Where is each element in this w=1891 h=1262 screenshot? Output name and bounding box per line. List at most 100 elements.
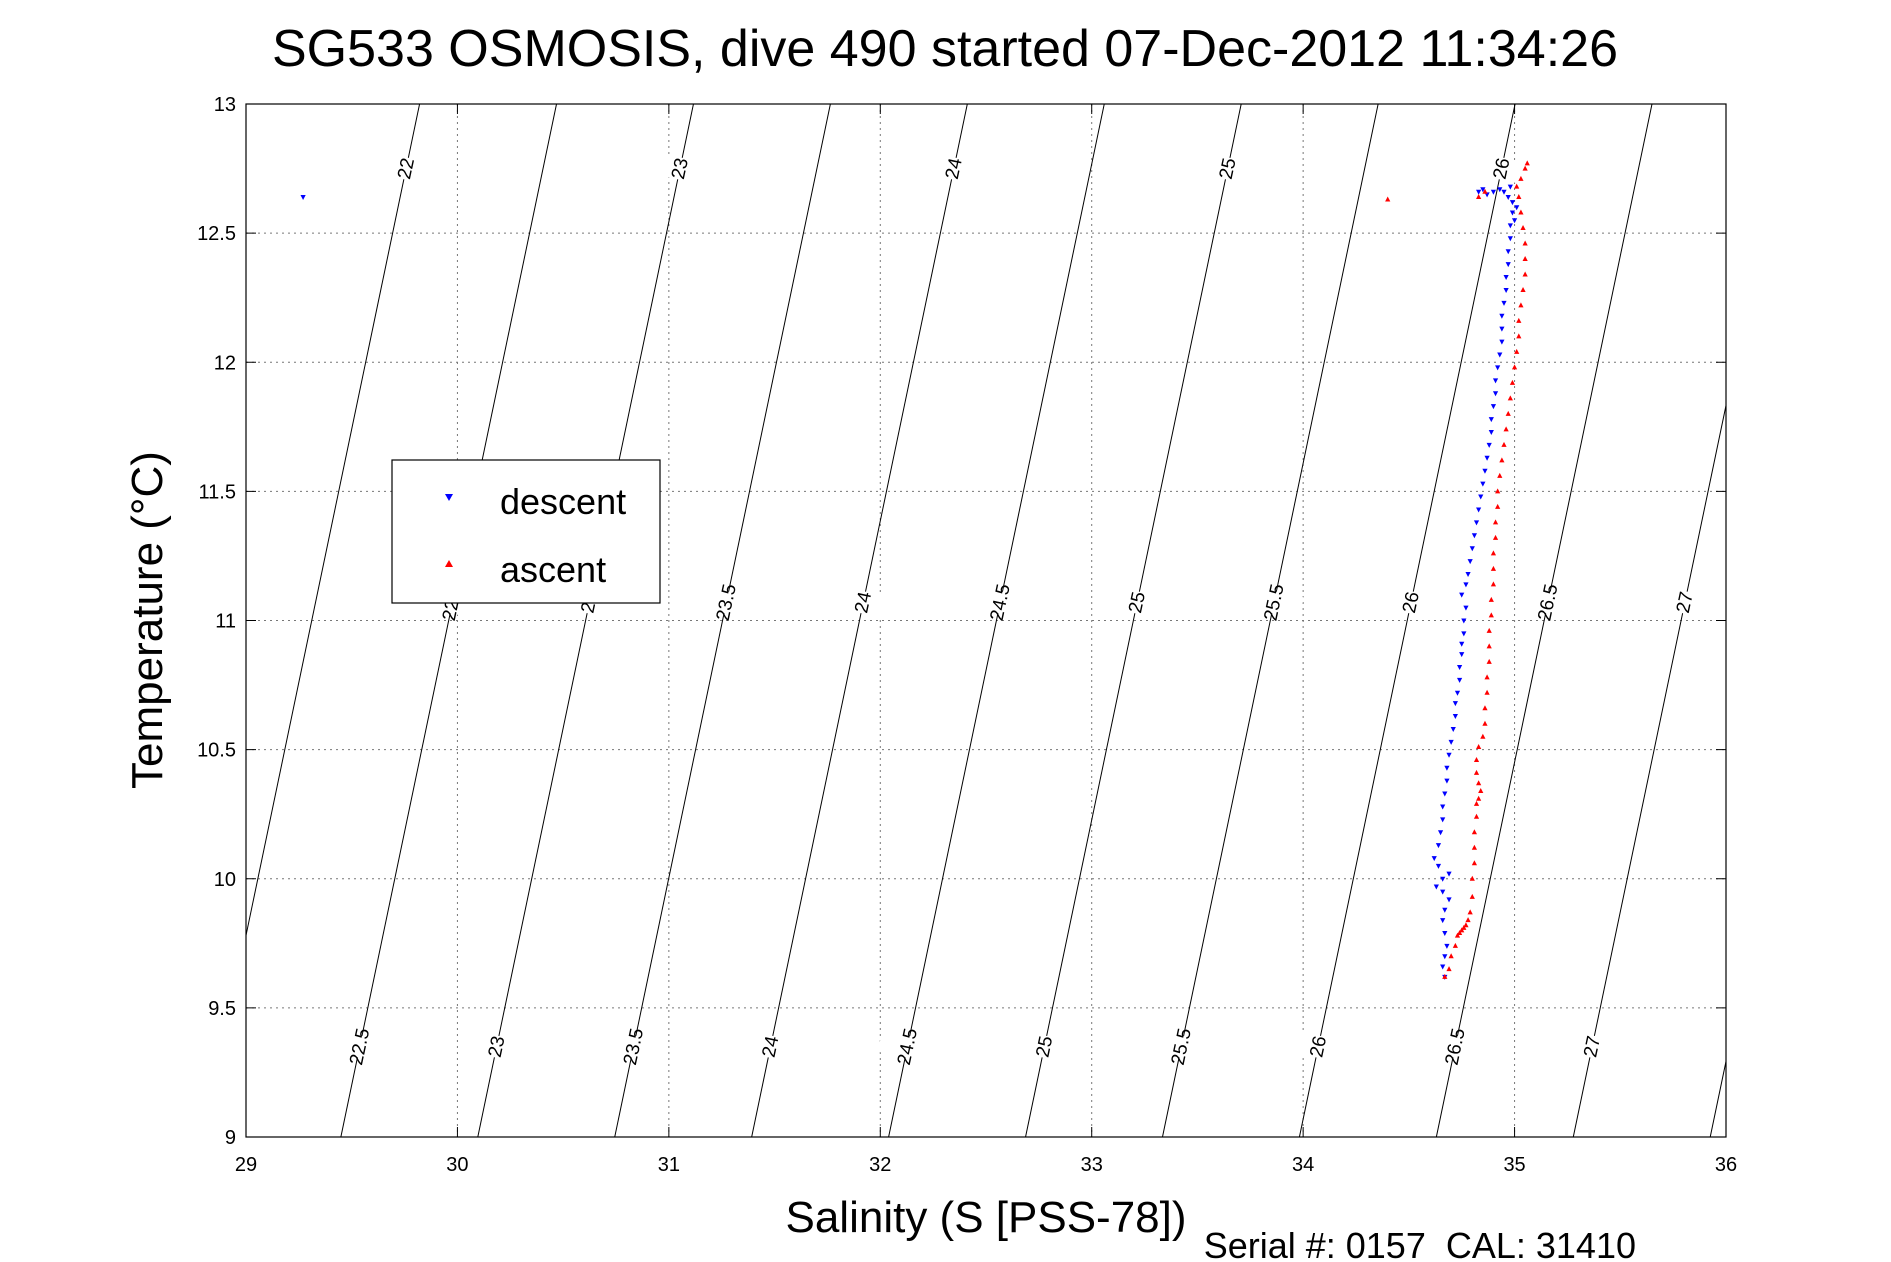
descent-point	[1514, 205, 1520, 211]
descent-point	[1463, 605, 1469, 611]
ascent-point	[1501, 441, 1507, 447]
contour-label: 24	[851, 590, 876, 615]
x-tick-label: 35	[1503, 1154, 1525, 1176]
ascent-series	[1385, 160, 1530, 979]
descent-point	[1446, 752, 1452, 758]
ascent-point	[1495, 503, 1501, 509]
y-tick-label: 9	[225, 1127, 236, 1149]
descent-point	[1442, 907, 1448, 913]
descent-point	[1507, 236, 1513, 242]
x-tick-label: 32	[869, 1154, 891, 1176]
isopycnal-line	[1298, 103, 1516, 1138]
ascent-point	[1452, 942, 1458, 948]
ascent-point	[1482, 720, 1488, 726]
ascent-point	[1488, 612, 1494, 618]
ascent-point	[1505, 410, 1511, 416]
descent-point	[1452, 714, 1458, 720]
descent-point	[1440, 817, 1446, 823]
y-axis-label: Temperature (°C)	[123, 451, 172, 789]
y-tick-label: 11	[215, 611, 236, 633]
contour-label-bg	[650, 152, 710, 186]
descent-point	[1440, 876, 1446, 882]
ascent-point	[1484, 674, 1490, 680]
descent-point	[1501, 189, 1507, 195]
isopycnal-line	[1572, 405, 1727, 1138]
descent-point	[1450, 726, 1456, 732]
contour-label: 27	[1673, 590, 1698, 615]
contour-label-bg	[740, 1030, 801, 1064]
ascent-point	[1495, 488, 1501, 494]
contour-label-bg	[696, 585, 756, 619]
descent-point	[1484, 455, 1490, 461]
x-tick-label: 34	[1292, 1154, 1314, 1176]
contour-label-bg	[1518, 585, 1578, 619]
x-tick-label: 36	[1715, 1154, 1737, 1176]
ascent-point	[1499, 457, 1505, 463]
descent-point	[1442, 930, 1448, 936]
ascent-point	[1492, 519, 1499, 525]
y-tick-label: 10.5	[197, 740, 236, 762]
ascent-point	[1461, 924, 1467, 930]
x-tick-label: 29	[235, 1154, 257, 1176]
ascent-point	[1457, 929, 1463, 935]
contour-label-bg	[1151, 1030, 1211, 1064]
ascent-point	[1492, 534, 1499, 540]
ascent-point	[1469, 893, 1475, 899]
contour-label-bg	[376, 152, 436, 186]
descent-point	[1442, 791, 1448, 797]
ascent-point	[1473, 800, 1480, 806]
ascent-point	[1482, 188, 1488, 194]
y-tick-label: 12.5	[197, 223, 236, 245]
contour-label-bg	[1471, 152, 1532, 186]
ascent-point	[1459, 927, 1465, 933]
descent-point	[1482, 468, 1488, 474]
descent-point	[1431, 856, 1437, 862]
descent-point	[1452, 701, 1458, 707]
ascent-point	[1480, 733, 1486, 739]
ascent-point	[1473, 813, 1480, 819]
ascent-point	[1488, 596, 1494, 602]
ascent-point	[1442, 973, 1448, 979]
ascent-point	[1516, 193, 1522, 199]
ascent-point	[1486, 658, 1492, 664]
contour-label-bg	[1244, 585, 1304, 619]
contour-label-bg	[1562, 1030, 1622, 1064]
isopycnal-line	[888, 103, 1105, 1138]
descent-point	[1444, 943, 1450, 949]
contour-label-bg	[833, 585, 893, 619]
descent-point	[1467, 559, 1473, 565]
contour-label: 26	[1399, 590, 1424, 615]
descent-point	[1507, 223, 1513, 229]
descent-point	[1437, 830, 1444, 836]
ascent-point	[1514, 183, 1520, 189]
ascent-point	[1385, 196, 1391, 202]
ascent-point	[1478, 787, 1484, 793]
ascent-point	[1514, 348, 1520, 354]
isopycnal-line	[477, 103, 694, 1138]
contour-label-bg	[924, 152, 984, 186]
contour-label: 27	[1580, 1034, 1605, 1059]
ascent-point	[1503, 426, 1509, 432]
ascent-point	[1522, 165, 1528, 171]
descent-point	[1435, 843, 1442, 849]
contour-label: 25	[1216, 156, 1241, 181]
contour-label-bg	[1288, 1030, 1348, 1064]
x-tick-label: 31	[658, 1154, 680, 1176]
isopycnal-line	[340, 103, 558, 1138]
ascent-point	[1518, 175, 1524, 181]
contour-label-bg	[1381, 585, 1441, 619]
descent-point	[1444, 778, 1450, 784]
legend-descent-marker	[445, 494, 453, 501]
descent-point	[1459, 641, 1465, 647]
ascent-point	[1446, 966, 1452, 972]
ascent-point	[1522, 271, 1528, 277]
descent-point	[1499, 313, 1505, 319]
ascent-point	[1511, 364, 1518, 370]
descent-point	[1476, 189, 1482, 195]
contour-label-bg	[1107, 585, 1167, 619]
ascent-point	[1476, 744, 1482, 750]
isopycnal-line	[1709, 1061, 1727, 1138]
ascent-point	[1482, 705, 1488, 711]
contour-label-bg	[467, 1030, 527, 1064]
descent-point	[1440, 918, 1446, 924]
